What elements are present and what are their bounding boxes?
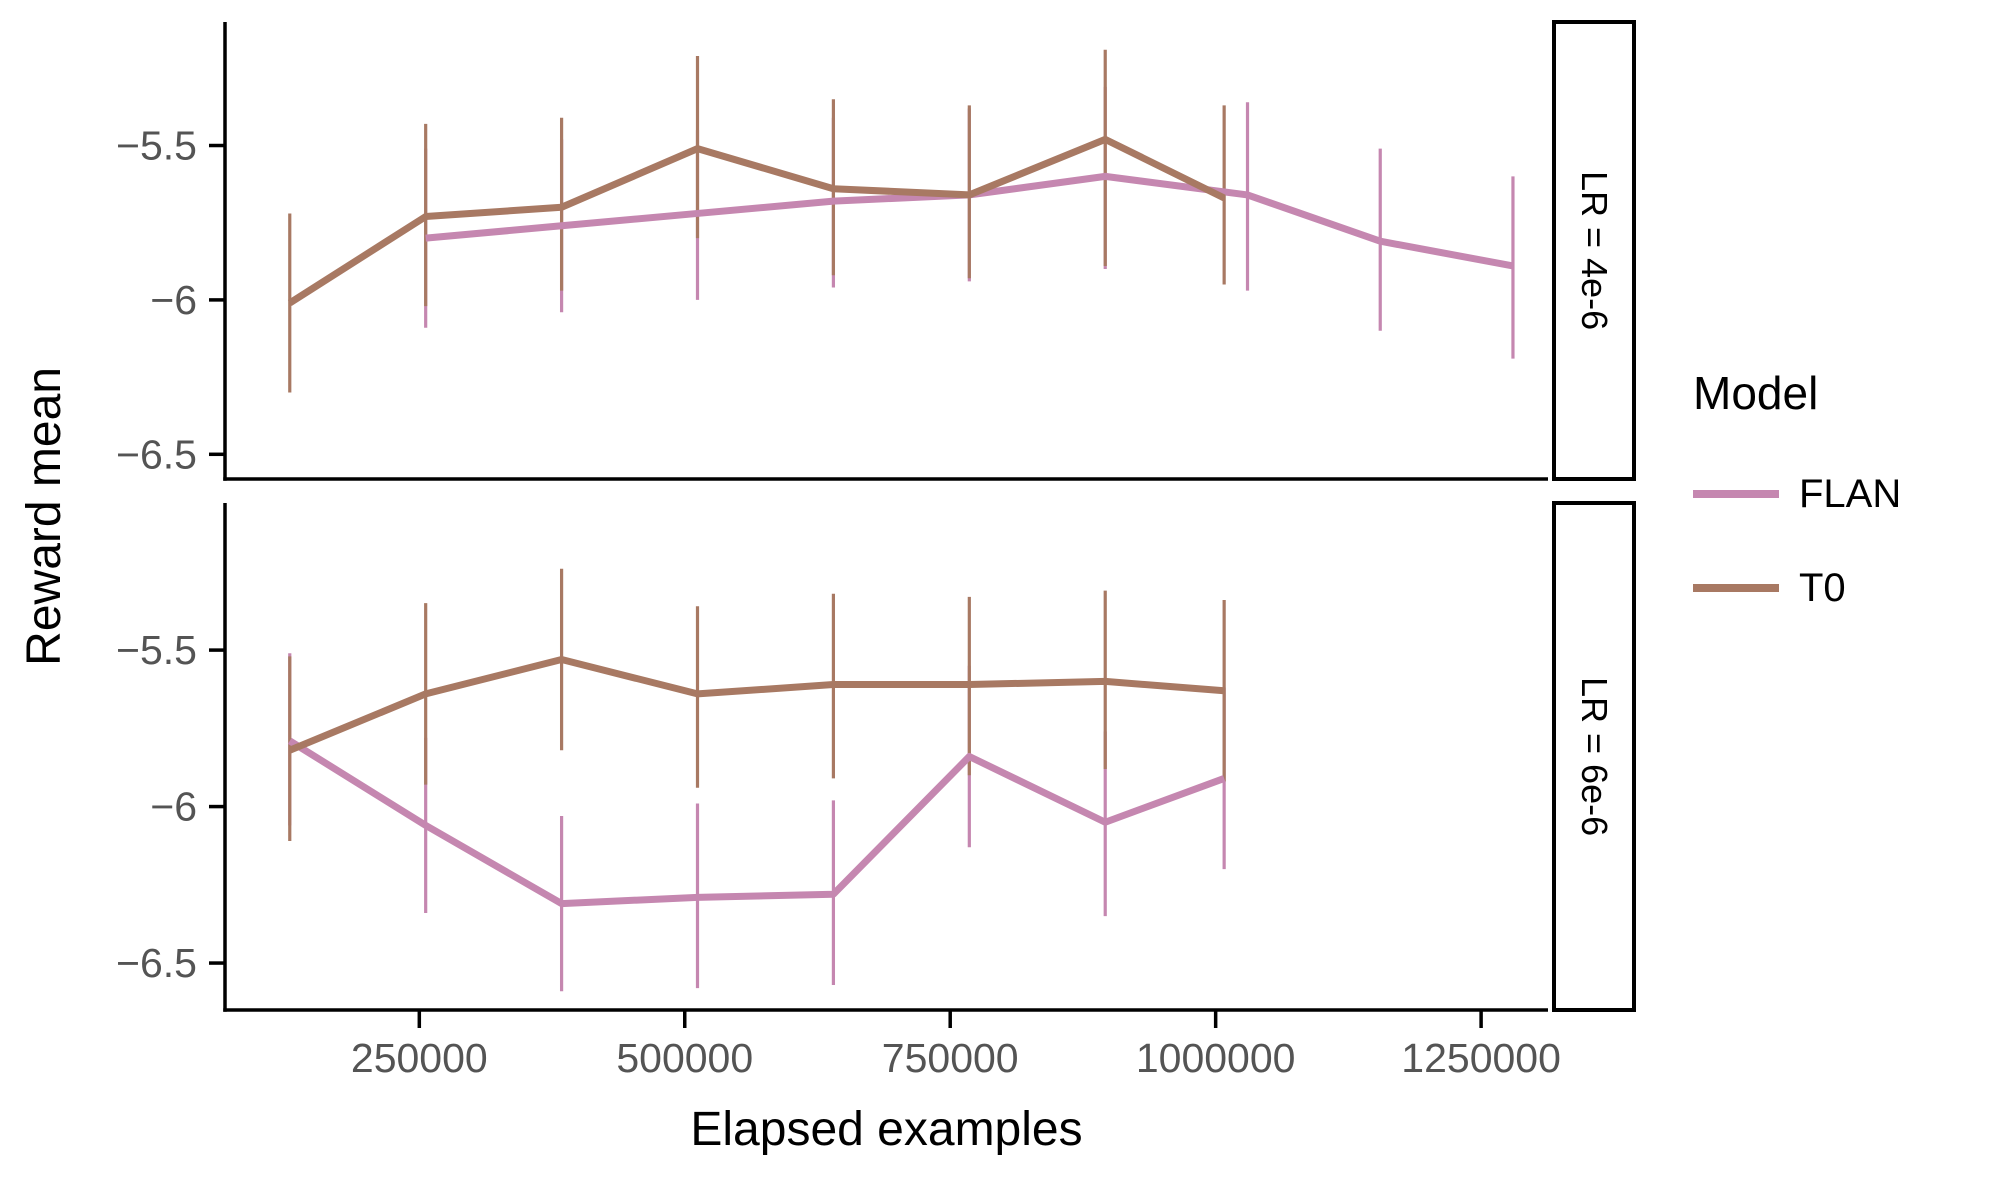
series-line-t0-lr-6e-6 (288, 655, 1225, 754)
legend-items: FLAN T0 (1693, 474, 1993, 608)
facet-strip-box-lr-4e-6 (1552, 20, 1636, 481)
x-axis-title: Elapsed examples (690, 1103, 1083, 1156)
legend-swatch-flan (1693, 490, 1779, 498)
y-axis-title-wrap: Reward mean (14, 22, 74, 1010)
facet-strip-lr-4e-6: LR = 4e-6 (1554, 22, 1634, 479)
x-tick-label: 1250000 (1401, 1035, 1561, 1081)
facet-strip-lr-6e-6: LR = 6e-6 (1554, 503, 1634, 1010)
x-tick-label: 750000 (882, 1035, 1019, 1081)
x-tick-label: 1000000 (1136, 1035, 1296, 1081)
legend: Model FLAN T0 (1693, 366, 1993, 608)
legend-swatch-t0 (1693, 584, 1779, 592)
y-tick-label: −6.5 (116, 431, 197, 477)
y-tick-label: −5.5 (116, 123, 197, 169)
legend-item-t0: T0 (1693, 568, 1993, 608)
y-tick-label: −6 (150, 277, 197, 323)
legend-label-flan: FLAN (1799, 472, 1902, 516)
series-line-flan-lr-6e-6 (287, 737, 1226, 908)
facet-strip-box-lr-6e-6 (1552, 501, 1636, 1012)
legend-title: Model (1693, 367, 1819, 419)
y-tick-label: −6.5 (116, 940, 197, 986)
facet-strip-label-lr-6e-6: LR = 6e-6 (1574, 676, 1615, 837)
y-axis-title: Reward mean (17, 366, 71, 666)
y-tick-label: −5.5 (116, 627, 197, 673)
series-line-t0-lr-4e-6 (287, 135, 1226, 306)
legend-label-t0: T0 (1799, 566, 1846, 610)
y-tick-label: −6 (150, 784, 197, 830)
facet-strip-label-lr-4e-6: LR = 4e-6 (1574, 170, 1615, 331)
legend-item-flan: FLAN (1693, 474, 1993, 514)
x-tick-label: 250000 (351, 1035, 488, 1081)
x-tick-label: 500000 (616, 1035, 753, 1081)
